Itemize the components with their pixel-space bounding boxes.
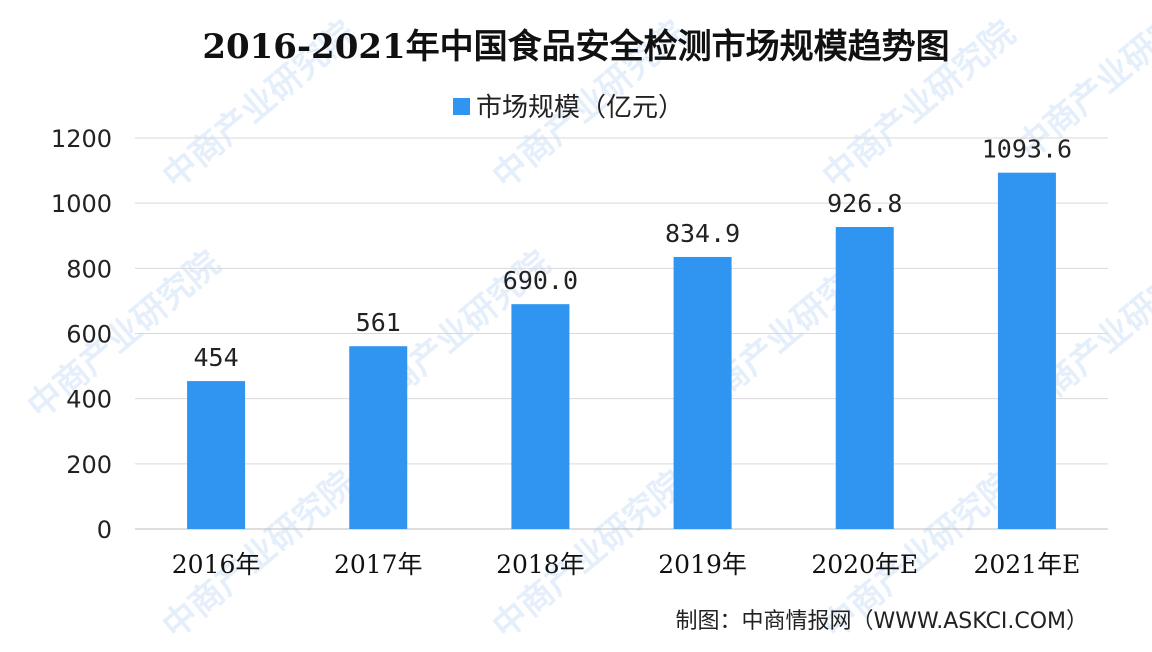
x-tick-label: 2016年 [172,550,261,579]
y-tick-label: 1000 [51,190,112,218]
bar [997,172,1056,529]
data-label: 1093.6 [982,135,1072,164]
y-tick-label: 200 [66,451,112,479]
x-tick-label: 2021年E [973,550,1080,579]
gridlines [135,137,1108,530]
legend-label: 市场规模（亿元） [476,93,684,123]
bar [835,227,894,529]
y-axis: 0 200 400 600 800 1000 1200 [51,125,112,544]
y-tick-label: 0 [97,516,112,544]
data-label: 454 [194,343,239,372]
bar [673,256,732,529]
x-axis: 2016年 2017年 2018年 2019年 2020年E 2021年E [172,550,1081,579]
data-label: 926.8 [827,189,902,218]
x-tick-label: 2020年E [811,550,918,579]
bar [187,381,246,529]
bar [511,304,570,529]
legend-swatch [453,98,470,115]
chart-title: 2016-2021年中国食品安全检测市场规模趋势图 [202,27,949,67]
data-labels: 454 561 690.0 834.9 926.8 1093.6 [194,135,1073,372]
x-tick-label: 2019年 [658,550,747,579]
bars [187,172,1056,529]
x-tick-label: 2018年 [496,550,585,579]
x-tick-label: 2017年 [334,550,423,579]
data-label: 561 [356,308,401,337]
data-label: 834.9 [665,219,740,248]
bar [349,346,408,529]
y-tick-label: 800 [66,255,112,283]
y-tick-label: 1200 [51,125,112,153]
y-tick-label: 400 [66,386,112,414]
data-label: 690.0 [503,266,578,295]
legend: 市场规模（亿元） [453,93,684,123]
y-tick-label: 600 [66,321,112,349]
source-note: 制图：中商情报网（WWW.ASKCI.COM） [676,609,1088,634]
